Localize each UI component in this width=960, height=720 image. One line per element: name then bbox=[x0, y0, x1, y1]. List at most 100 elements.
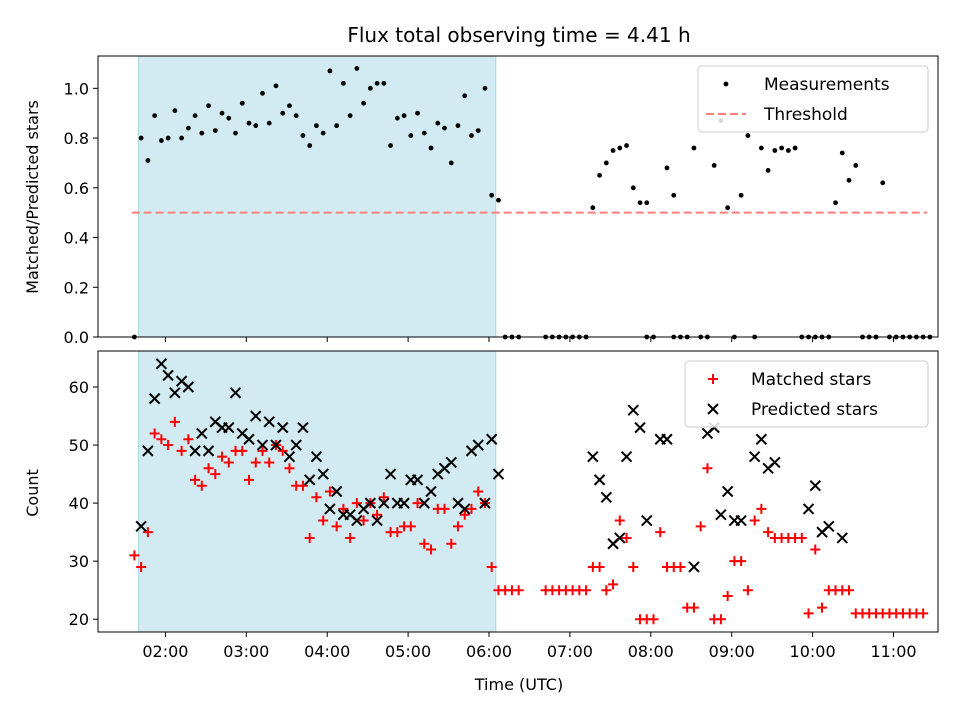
matched-star-point bbox=[169, 416, 180, 427]
matched-star-point bbox=[695, 521, 706, 532]
matched-star-point bbox=[196, 480, 207, 491]
measurement-point bbox=[145, 158, 151, 163]
x-tick-label: 05:00 bbox=[385, 642, 431, 661]
predicted-star-point bbox=[243, 433, 255, 445]
legend-matched-marker bbox=[708, 374, 718, 384]
predicted-star-point bbox=[593, 474, 606, 486]
measurement-point bbox=[361, 100, 367, 106]
measurement-point bbox=[475, 128, 481, 134]
matched-star-point bbox=[742, 585, 753, 596]
measurement-point bbox=[199, 130, 205, 136]
matched-star-point bbox=[722, 591, 733, 602]
measurement-point bbox=[448, 160, 454, 166]
measurement-point bbox=[603, 160, 609, 166]
predicted-star-point bbox=[148, 392, 161, 405]
bottom-y-tick-label: 50 bbox=[69, 436, 89, 455]
measurement-point bbox=[671, 192, 677, 198]
measurement-point bbox=[327, 68, 333, 74]
legend-label: Predicted stars bbox=[751, 400, 878, 420]
measurement-point bbox=[239, 100, 245, 106]
predicted-star-point bbox=[223, 421, 235, 434]
matched-star-point bbox=[176, 445, 187, 456]
measurement-point bbox=[462, 93, 468, 99]
x-tick-label: 08:00 bbox=[628, 642, 674, 661]
matched-star-point bbox=[581, 585, 592, 596]
predicted-star-point bbox=[162, 369, 174, 382]
matched-star-point bbox=[844, 585, 855, 596]
predicted-star-point bbox=[155, 358, 168, 370]
matched-star-point bbox=[277, 445, 288, 456]
top-y-tick-label: 0.0 bbox=[64, 328, 89, 347]
matched-star-point bbox=[715, 614, 726, 625]
x-tick-label: 10:00 bbox=[790, 642, 836, 661]
matched-star-point bbox=[264, 457, 275, 468]
matched-star-point bbox=[372, 509, 383, 520]
bottom-y-tick-label: 30 bbox=[69, 552, 89, 571]
predicted-star-point bbox=[634, 421, 646, 434]
predicted-star-point bbox=[445, 456, 457, 469]
predicted-star-point bbox=[688, 561, 700, 573]
predicted-star-point bbox=[270, 439, 282, 451]
measurement-point bbox=[165, 135, 171, 141]
measurement-point bbox=[172, 108, 178, 114]
matched-star-point bbox=[628, 561, 639, 572]
predicted-star-point bbox=[418, 497, 430, 509]
matched-star-point bbox=[142, 527, 153, 538]
matched-star-point bbox=[163, 440, 174, 451]
top-shaded-interval bbox=[137, 55, 497, 338]
predicted-star-point bbox=[310, 450, 323, 463]
measurement-point bbox=[138, 135, 144, 141]
measurement-point bbox=[758, 145, 764, 151]
measurement-point bbox=[455, 123, 461, 129]
legend-predicted-marker bbox=[707, 403, 719, 415]
matched-star-point bbox=[736, 556, 747, 567]
measurement-point bbox=[293, 113, 299, 119]
predicted-star-point bbox=[627, 404, 639, 416]
measurement-point bbox=[738, 192, 744, 198]
predicted-star-point bbox=[364, 497, 377, 509]
matched-star-point bbox=[338, 503, 349, 514]
matched-star-point bbox=[203, 463, 214, 474]
x-axis-label: Time (UTC) bbox=[474, 675, 563, 694]
measurement-point bbox=[219, 110, 225, 116]
predicted-star-point bbox=[755, 433, 768, 445]
measurement-point bbox=[374, 80, 380, 86]
predicted-star-point bbox=[384, 468, 397, 480]
matched-star-point bbox=[331, 521, 342, 532]
matched-star-point bbox=[594, 561, 605, 572]
matched-star-point bbox=[648, 614, 659, 625]
matched-star-point bbox=[918, 608, 929, 619]
matched-star-point bbox=[345, 532, 356, 543]
measurement-point bbox=[408, 133, 414, 138]
matched-star-point bbox=[358, 515, 369, 526]
measurement-point bbox=[314, 123, 319, 129]
matched-star-point bbox=[392, 527, 403, 538]
matched-star-point bbox=[257, 445, 268, 456]
measurement-point bbox=[779, 145, 784, 151]
matched-star-point bbox=[702, 463, 713, 474]
measurement-point bbox=[192, 113, 198, 119]
matched-star-point bbox=[223, 457, 234, 468]
predicted-star-point bbox=[479, 497, 491, 509]
predicted-star-point bbox=[250, 410, 262, 422]
measurement-point bbox=[610, 148, 616, 153]
top-y-tick-label: 0.6 bbox=[64, 179, 89, 198]
matched-star-point bbox=[614, 515, 625, 526]
matched-star-point bbox=[796, 532, 807, 543]
bottom-panel: 20 30 40 50 60 02:00 03:00 04:00 05:00 06:00 07:00… bbox=[69, 350, 939, 661]
matched-star-point bbox=[810, 544, 821, 555]
top-y-tick-label: 0.2 bbox=[64, 278, 89, 297]
measurement-point bbox=[428, 145, 434, 151]
predicted-star-point bbox=[459, 503, 471, 515]
measurement-point bbox=[489, 192, 495, 198]
matched-star-point bbox=[156, 434, 167, 445]
measurement-point bbox=[664, 165, 670, 171]
predicted-star-point bbox=[351, 514, 363, 527]
predicted-star-point bbox=[823, 520, 835, 533]
measurement-point bbox=[785, 148, 791, 153]
predicted-star-point bbox=[189, 445, 201, 457]
measurement-point bbox=[226, 115, 232, 121]
matched-star-point bbox=[817, 602, 828, 613]
predicted-star-point bbox=[614, 532, 626, 544]
predicted-star-point bbox=[202, 445, 215, 457]
